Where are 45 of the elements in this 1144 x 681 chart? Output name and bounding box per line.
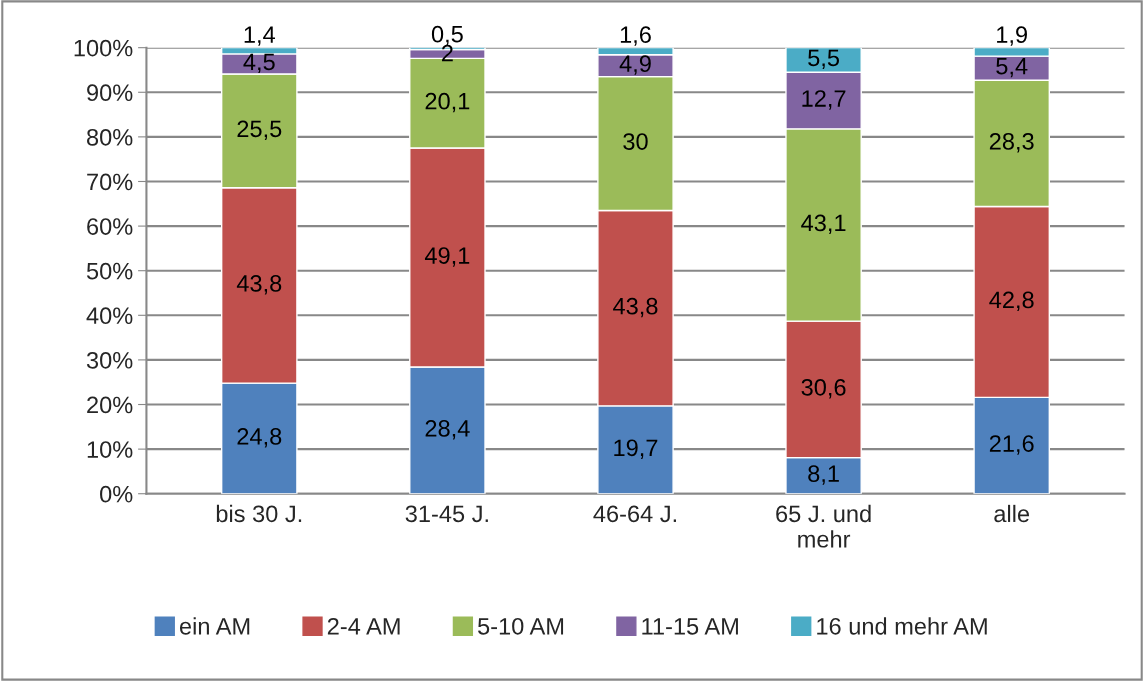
- data-label: 25,5: [237, 120, 282, 140]
- data-label: 49,1: [424, 247, 470, 267]
- x-tick-label: 65 J. und mehr: [776, 504, 871, 548]
- data-label: 28,4: [425, 420, 470, 440]
- data-label: 5,4: [996, 58, 1028, 78]
- y-tick-label: 80%: [87, 128, 133, 146]
- data-label: 5,5: [808, 49, 840, 70]
- y-tick-label: 10%: [87, 441, 133, 458]
- y-tick-label: 90%: [87, 84, 133, 102]
- data-label: 8,1: [808, 465, 839, 485]
- data-label: 30: [623, 133, 648, 150]
- data-label: 43,8: [236, 275, 282, 295]
- y-tick-label: 20%: [87, 396, 133, 414]
- x-tick-label: 46-64 J.: [593, 505, 676, 523]
- legend-label: ein AM: [179, 617, 250, 635]
- legend-label: 16 und mehr AM: [817, 617, 987, 635]
- y-tick-label: 50%: [86, 262, 133, 280]
- y-tick-label: 60%: [87, 218, 133, 235]
- x-tick-label: 31-45 J.: [405, 505, 488, 523]
- data-label: 1,4: [244, 26, 276, 46]
- y-tick-label: 70%: [87, 173, 133, 191]
- data-label: 20,1: [425, 92, 470, 113]
- data-label: 0,5: [431, 25, 463, 46]
- data-label: 1,6: [620, 26, 651, 46]
- data-label: 42,8: [989, 291, 1034, 312]
- data-label: 21,6: [989, 435, 1034, 455]
- y-tick-label: 40%: [86, 307, 133, 325]
- data-label: 4,5: [243, 53, 275, 74]
- data-label: 12,7: [802, 90, 846, 110]
- data-label: 4,9: [619, 55, 651, 75]
- y-tick-label: 100%: [74, 39, 133, 57]
- x-tick-label: alle: [994, 504, 1030, 523]
- x-tick-label: bis 30 J.: [216, 504, 302, 523]
- legend-label: 5-10 AM: [478, 617, 564, 635]
- data-label: 43,8: [613, 297, 658, 318]
- data-label: 1,9: [997, 26, 1027, 46]
- data-label: 43,1: [801, 214, 846, 235]
- data-label: 19,7: [614, 439, 658, 459]
- legend-label: 11-15 AM: [642, 618, 738, 635]
- legend-label: 2-4 AM: [327, 617, 400, 635]
- y-tick-label: 0%: [100, 485, 133, 503]
- data-label: 24,8: [237, 428, 282, 448]
- data-label: 28,3: [989, 132, 1034, 153]
- y-tick-label: 30%: [86, 351, 133, 369]
- data-label: 30,6: [801, 378, 846, 399]
